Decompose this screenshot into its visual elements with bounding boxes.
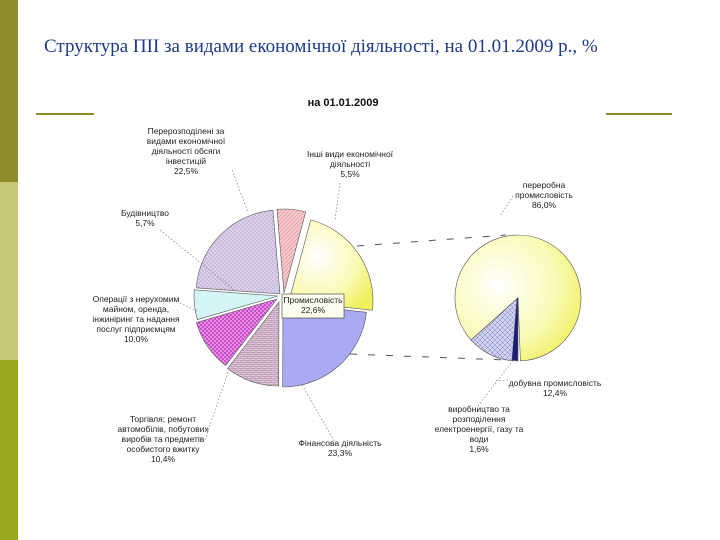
label-slice-manufacturing: переробна промисловість 86,0% [515, 180, 573, 210]
label-slice-industry: Промисловість 22,6% [283, 295, 343, 315]
leader-slice-trade [204, 371, 229, 441]
label-slice-finance: Фінансова діяльність 23,3% [298, 438, 382, 458]
slice-redistributed [195, 209, 281, 295]
chart-title: на 01.01.2009 [308, 97, 379, 109]
label-slice-energy: виробництво та розподілення електроенергії… [435, 404, 524, 454]
leader-slice-finance [301, 384, 337, 445]
label-slice-redistributed: Перерозподілені за видами економічної діял… [147, 126, 226, 176]
sidebar-block-top [0, 0, 18, 182]
sidebar-decoration [0, 0, 18, 540]
label-slice-mining: добувна промисловість 12,4% [509, 378, 602, 398]
decorative-rule-left [36, 113, 94, 115]
decorative-rule-right [606, 113, 672, 115]
slice-finance [282, 302, 367, 388]
leader-slice-manufacturing [499, 195, 514, 217]
label-slice-trade: Торгівля; ремонт автомобілів, побутових ви… [117, 414, 209, 464]
leader-slice-mining [493, 379, 509, 382]
label-slice-other: Інші види економічної діяльності 5,5% [307, 149, 394, 179]
label-slice-construction: Будівництво 5,7% [121, 208, 169, 228]
slice-industry [288, 219, 374, 311]
label-slice-real-estate: Операції з нерухомим майном, оренда, інжин… [92, 294, 180, 344]
leader-slice-redistributed [231, 169, 249, 213]
sidebar-block-middle [0, 182, 18, 360]
slice-energy [511, 297, 519, 362]
sidebar-block-bottom [0, 360, 18, 540]
slice-construction [193, 289, 279, 320]
slice-real-estate [196, 298, 278, 366]
leader-slice-other [334, 182, 341, 221]
slice-other [276, 208, 307, 294]
slide-title: Структура ПІІ за видами економічної діял… [44, 36, 598, 57]
slice-mining [470, 297, 519, 362]
leader-slice-energy [477, 353, 519, 407]
connector-line-top [356, 234, 507, 247]
label-box-industry [281, 293, 345, 319]
connector-line-bottom [349, 353, 507, 361]
slice-trade [227, 301, 280, 387]
